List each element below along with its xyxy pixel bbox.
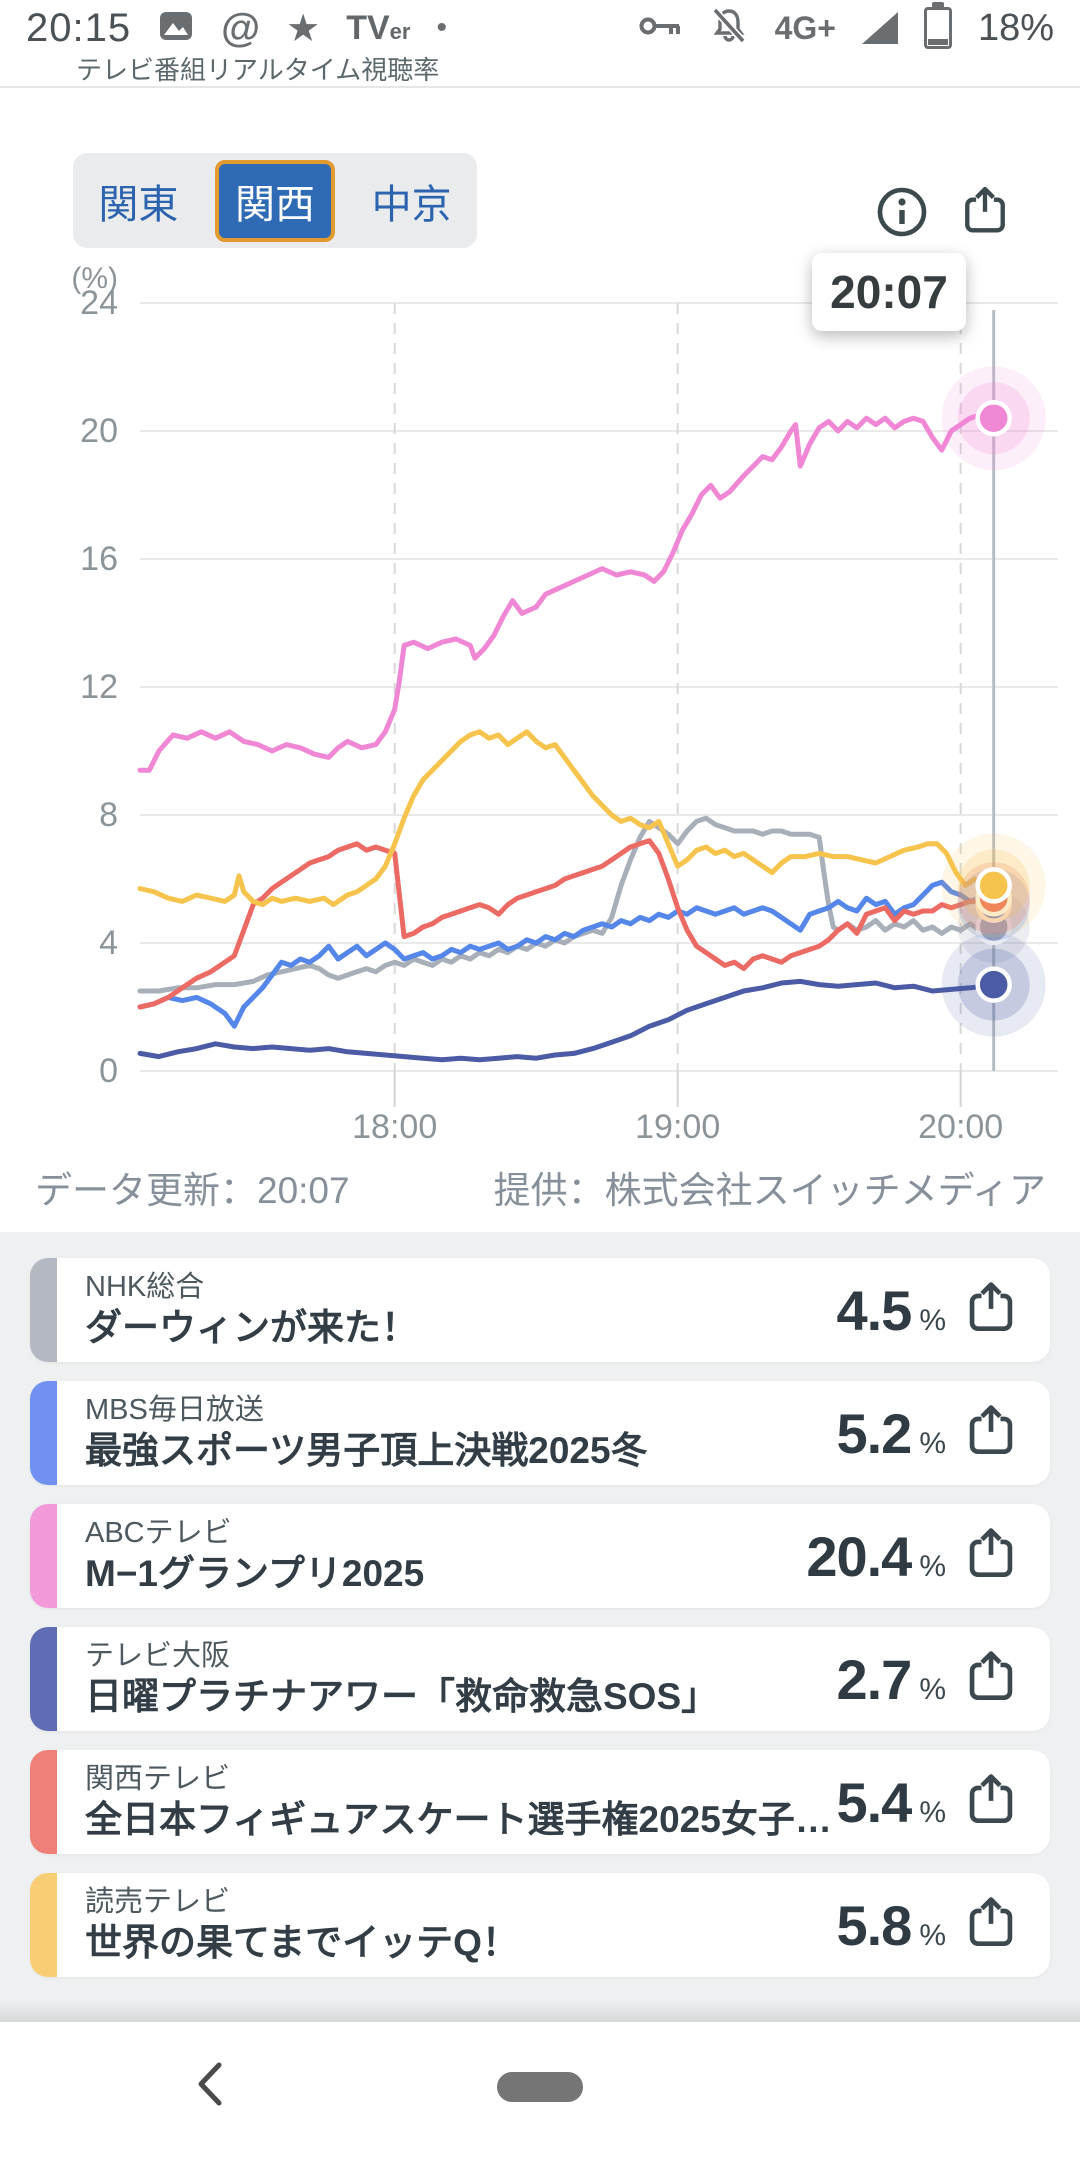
row-share-icon[interactable] (960, 1769, 1022, 1836)
program-title: ダーウィンが来た！ (85, 1307, 418, 1348)
row-share-icon[interactable] (960, 1892, 1022, 1959)
series-MBS毎日放送 (137, 879, 997, 1029)
rating-value: 5.8% (836, 1893, 946, 1958)
channel-name: テレビ大阪 (85, 1640, 231, 1672)
row-share-icon[interactable] (960, 1400, 1022, 1467)
series-関西テレビ (137, 838, 997, 1010)
rating-number: 2.7 (836, 1647, 912, 1711)
rating-unit: % (919, 1918, 946, 1952)
series-テレビ大阪 (137, 978, 997, 1063)
channel-color-bar (30, 1381, 57, 1485)
rating-value: 5.4% (836, 1770, 946, 1835)
share-icon[interactable] (956, 182, 1014, 245)
program-row[interactable]: テレビ大阪日曜プラチナアワー「救命救急SOS」 2.7% (30, 1627, 1050, 1731)
x-tick-label: 18:00 (352, 1108, 438, 1146)
rating-unit: % (919, 1672, 946, 1706)
cursor-time-tooltip: 20:07 (812, 253, 966, 331)
nav-shadow (0, 2000, 1080, 2022)
tver-icon: TVer (346, 8, 411, 47)
program-row[interactable]: 読売テレビ世界の果てまでイッテQ！ 5.8% (30, 1873, 1050, 1977)
y-tick-label: 12 (80, 668, 118, 706)
rating-unit: % (919, 1549, 946, 1583)
page-title: テレビ番組リアルタイム視聴率 (76, 55, 440, 85)
clock: 20:15 (26, 5, 132, 50)
y-tick-label: 16 (80, 540, 118, 578)
chart-footer: データ更新：20:07 提供：株式会社スイッチメディア (35, 1160, 1046, 1214)
ratings-line-chart[interactable] (0, 0, 1080, 1160)
x-tick-label: 20:00 (918, 1108, 1004, 1146)
rating-number: 4.5 (836, 1278, 912, 1342)
header-divider (0, 86, 1080, 88)
tab-kansai[interactable]: 関西 (214, 159, 335, 242)
rating-unit: % (919, 1795, 946, 1829)
channel-name: MBS毎日放送 (85, 1394, 264, 1426)
program-list: NHK総合 ダーウィンが来た！ 4.5% MBS毎日放送 最強スポーツ男子頂上決戦202… (30, 1258, 1050, 1996)
channel-color-bar (30, 1750, 57, 1854)
battery-percent: 18% (977, 6, 1054, 49)
y-axis-unit: (%) (71, 262, 118, 295)
back-button[interactable] (193, 2060, 227, 2113)
y-tick-label: 24 (80, 284, 118, 322)
rating-number: 5.2 (836, 1401, 912, 1465)
end-dot-テレビ大阪 (975, 966, 1012, 1003)
end-dot-ABCテレビ (975, 399, 1012, 437)
channel-color-bar (30, 1873, 57, 1977)
channel-name: 関西テレビ (85, 1763, 231, 1795)
info-icon[interactable] (874, 184, 930, 245)
provider-text: 提供：株式会社スイッチメディア (493, 1170, 1046, 1211)
program-title: 日曜プラチナアワー「救命救急SOS」 (85, 1676, 719, 1717)
y-tick-label: 4 (99, 924, 118, 962)
program-row[interactable]: NHK総合ダーウィンが来た！ 4.5% (30, 1258, 1050, 1362)
channel-name: NHK総合 (85, 1271, 205, 1303)
network-type: 4G+ (774, 9, 836, 46)
series-ABCテレビ (137, 412, 997, 773)
series-読売テレビ (137, 729, 997, 908)
y-tick-label: 8 (99, 796, 118, 834)
rating-unit: % (919, 1426, 946, 1460)
tab-kanto[interactable]: 関東 (98, 182, 179, 227)
rating-value: 4.5% (836, 1278, 946, 1343)
status-bar: 20:15 @ ★ TVer • 4G+ 18% (0, 0, 1080, 56)
series-NHK総合 (137, 815, 997, 994)
data-updated-text: データ更新：20:07 (35, 1170, 350, 1211)
notification-dot: • (436, 11, 447, 44)
row-share-icon[interactable] (960, 1277, 1022, 1344)
gallery-icon (157, 7, 195, 50)
program-row[interactable]: MBS毎日放送最強スポーツ男子頂上決戦2025冬 5.2% (30, 1381, 1050, 1485)
threads-icon: @ (221, 5, 261, 50)
x-tick-label: 19:00 (635, 1108, 721, 1146)
program-row[interactable]: 関西テレビ全日本フィギュアスケート選手権2025女子… 5.4% (30, 1750, 1050, 1854)
region-tab-group: 関東 関西 中京 (73, 153, 477, 248)
vpn-key-icon (639, 8, 683, 49)
channel-name: ABCテレビ (85, 1517, 232, 1549)
program-row[interactable]: ABCテレビ M−1グランプリ2025 20.4% (30, 1504, 1050, 1608)
program-title: M−1グランプリ2025 (85, 1553, 425, 1594)
rating-number: 5.8 (836, 1893, 912, 1957)
channel-name: 読売テレビ (85, 1886, 231, 1918)
tab-chukyo[interactable]: 中京 (371, 182, 452, 227)
row-share-icon[interactable] (960, 1523, 1022, 1590)
star-icon: ★ (286, 7, 321, 50)
program-title: 世界の果てまでイッテQ！ (85, 1922, 519, 1963)
signal-icon (861, 12, 898, 44)
rating-number: 5.4 (836, 1770, 912, 1834)
y-tick-label: 20 (80, 412, 118, 450)
rating-value: 20.4% (806, 1524, 946, 1589)
channel-color-bar (30, 1504, 57, 1608)
channel-color-bar (30, 1258, 57, 1362)
channel-color-bar (30, 1627, 57, 1731)
rating-number: 20.4 (806, 1524, 912, 1588)
rating-value: 2.7% (836, 1647, 946, 1712)
home-pill-button[interactable] (497, 2072, 583, 2102)
program-title: 最強スポーツ男子頂上決戦2025冬 (85, 1430, 648, 1471)
row-share-icon[interactable] (960, 1646, 1022, 1713)
rating-unit: % (919, 1303, 946, 1337)
notifications-off-icon (709, 6, 749, 51)
y-tick-label: 0 (99, 1052, 118, 1090)
battery-icon (923, 2, 952, 49)
program-title: 全日本フィギュアスケート選手権2025女子… (85, 1799, 832, 1840)
end-dot-読売テレビ (975, 867, 1012, 904)
rating-value: 5.2% (836, 1401, 946, 1466)
